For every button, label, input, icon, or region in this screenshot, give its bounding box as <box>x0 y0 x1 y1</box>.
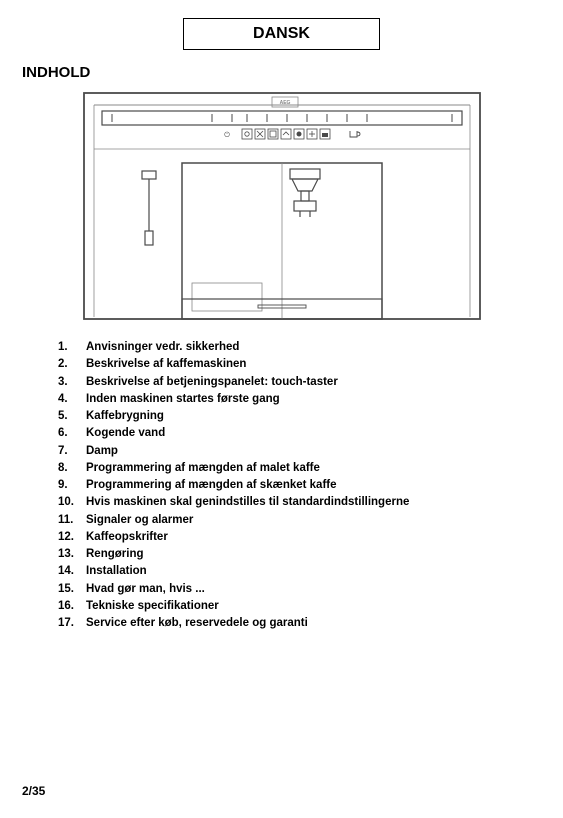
toc-item-number: 4. <box>58 391 86 408</box>
svg-text:⏻: ⏻ <box>224 131 230 139</box>
toc-item: 1.Anvisninger vedr. sikkerhed <box>58 339 563 356</box>
toc-item: 4.Inden maskinen startes første gang <box>58 391 563 408</box>
toc-item-text: Damp <box>86 443 118 460</box>
toc-item-text: Programmering af mængden af malet kaffe <box>86 460 320 477</box>
toc-item: 17.Service efter køb, reservedele og gar… <box>58 615 563 632</box>
toc-item-number: 2. <box>58 356 86 373</box>
page-number: 2/35 <box>22 784 45 798</box>
toc-item-text: Inden maskinen startes første gang <box>86 391 280 408</box>
toc-item-number: 3. <box>58 374 86 391</box>
toc-item: 3.Beskrivelse af betjeningspanelet: touc… <box>58 374 563 391</box>
toc-item: 5.Kaffebrygning <box>58 408 563 425</box>
coffee-machine-diagram: AEG ⏻ <box>82 91 482 321</box>
toc-item-number: 11. <box>58 512 86 529</box>
toc-item: 12.Kaffeopskrifter <box>58 529 563 546</box>
toc-item: 15.Hvad gør man, hvis ... <box>58 581 563 598</box>
toc-item-text: Hvis maskinen skal genindstilles til sta… <box>86 494 409 511</box>
toc-item: 6.Kogende vand <box>58 425 563 442</box>
toc-item: 8.Programmering af mængden af malet kaff… <box>58 460 563 477</box>
toc-item-number: 10. <box>58 494 86 511</box>
toc-item-text: Programmering af mængden af skænket kaff… <box>86 477 337 494</box>
language-box: DANSK <box>183 18 380 50</box>
svg-text:AEG: AEG <box>279 100 290 106</box>
toc-item-number: 13. <box>58 546 86 563</box>
toc-item: 13.Rengøring <box>58 546 563 563</box>
toc-item-text: Kaffebrygning <box>86 408 164 425</box>
toc-item: 11.Signaler og alarmer <box>58 512 563 529</box>
toc-item-text: Tekniske specifikationer <box>86 598 219 615</box>
language-label: DANSK <box>253 25 310 42</box>
toc-item: 9.Programmering af mængden af skænket ka… <box>58 477 563 494</box>
toc-item-number: 5. <box>58 408 86 425</box>
toc-item-number: 1. <box>58 339 86 356</box>
toc-item-text: Signaler og alarmer <box>86 512 193 529</box>
toc-item-text: Service efter køb, reservedele og garant… <box>86 615 308 632</box>
toc-item: 14.Installation <box>58 563 563 580</box>
toc-item-text: Hvad gør man, hvis ... <box>86 581 205 598</box>
toc-item-number: 15. <box>58 581 86 598</box>
toc-item-text: Beskrivelse af kaffemaskinen <box>86 356 246 373</box>
toc-item: 16.Tekniske specifikationer <box>58 598 563 615</box>
toc-item-text: Anvisninger vedr. sikkerhed <box>86 339 239 356</box>
toc-item: 7.Damp <box>58 443 563 460</box>
toc-item: 10.Hvis maskinen skal genindstilles til … <box>58 494 563 511</box>
toc-item-text: Installation <box>86 563 147 580</box>
table-of-contents: 1.Anvisninger vedr. sikkerhed2.Beskrivel… <box>58 339 563 632</box>
toc-item-number: 14. <box>58 563 86 580</box>
toc-item-number: 9. <box>58 477 86 494</box>
toc-item-text: Beskrivelse af betjeningspanelet: touch-… <box>86 374 338 391</box>
toc-item-number: 6. <box>58 425 86 442</box>
section-title: INDHOLD <box>22 64 563 81</box>
toc-item-number: 7. <box>58 443 86 460</box>
toc-item-number: 16. <box>58 598 86 615</box>
toc-item: 2.Beskrivelse af kaffemaskinen <box>58 356 563 373</box>
toc-item-text: Kaffeopskrifter <box>86 529 168 546</box>
toc-item-text: Kogende vand <box>86 425 165 442</box>
toc-item-number: 12. <box>58 529 86 546</box>
toc-item-number: 8. <box>58 460 86 477</box>
toc-item-text: Rengøring <box>86 546 144 563</box>
toc-item-number: 17. <box>58 615 86 632</box>
